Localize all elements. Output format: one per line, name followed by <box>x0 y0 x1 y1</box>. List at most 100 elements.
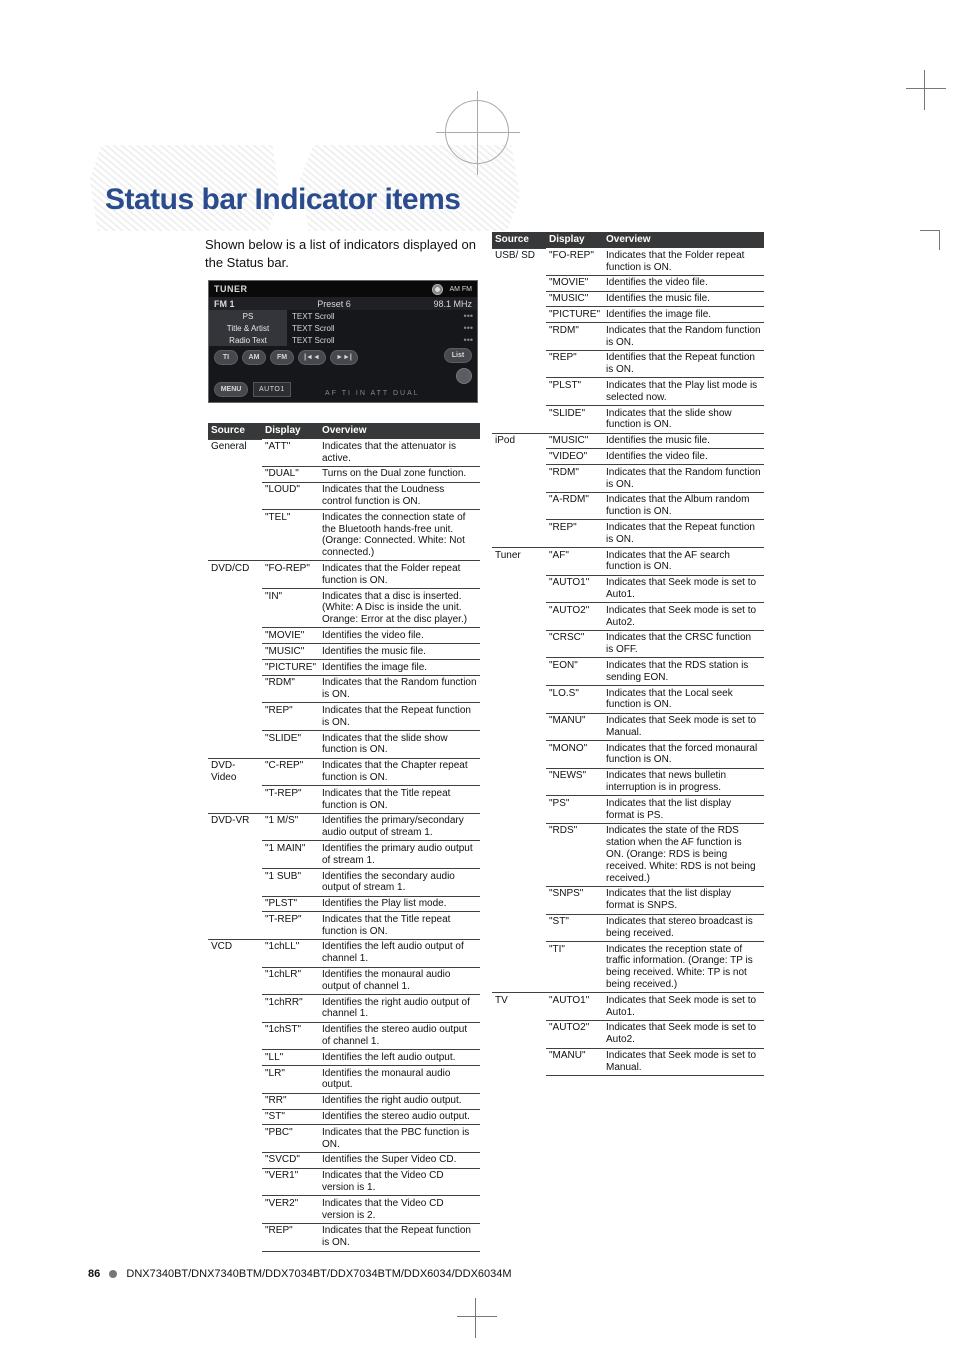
cell-source <box>208 1168 262 1196</box>
cell-overview: Indicates that the Folder repeat functio… <box>603 248 764 275</box>
cell-overview: Indicates that Seek mode is set to Auto1… <box>603 993 764 1021</box>
table-row: "T-REP"Indicates that the Title repeat f… <box>208 786 480 814</box>
table-row: "VER1"Indicates that the Video CD versio… <box>208 1168 480 1196</box>
table-row: "RDS"Indicates the state of the RDS stat… <box>492 823 764 886</box>
col-display: Display <box>262 423 319 439</box>
tuner-row-label: PS <box>209 310 287 322</box>
page-footer: 86 DNX7340BT/DNX7340BTM/DDX7034BT/DDX703… <box>88 1268 512 1280</box>
band-label: FM 1 <box>214 299 235 309</box>
cell-overview: Indicates that a disc is inserted. (Whit… <box>319 589 480 628</box>
tuner-row-label: Radio Text <box>209 334 287 346</box>
table-row: "PICTURE"Identifies the image file. <box>208 660 480 676</box>
cell-source <box>208 786 262 814</box>
tuner-title: TUNER <box>214 284 248 294</box>
cell-display: "RDM" <box>546 323 603 351</box>
prev-button[interactable]: |◄◄ <box>298 350 326 365</box>
table-row: "PBC"Indicates that the PBC function is … <box>208 1125 480 1153</box>
cell-source <box>492 686 546 714</box>
table-row: "1chLR"Identifies the monaural audio out… <box>208 967 480 995</box>
cell-overview: Indicates that the Repeat function is ON… <box>603 520 764 548</box>
cell-source <box>208 1152 262 1168</box>
cell-source <box>208 1093 262 1109</box>
cell-overview: Identifies the music file. <box>603 291 764 307</box>
am-button[interactable]: AM <box>242 350 266 365</box>
cell-display: "PLST" <box>546 378 603 406</box>
tuner-row-text: TEXT Scroll <box>287 322 464 334</box>
cell-overview: Indicates that the Local seek function i… <box>603 686 764 714</box>
cell-display: "AUTO2" <box>546 603 603 631</box>
cell-display: "AF" <box>546 548 603 576</box>
indicator-table-left: Source Display Overview General"ATT"Indi… <box>208 423 480 1252</box>
table-row: "PLST"Indicates that the Play list mode … <box>492 378 764 406</box>
cell-source: iPod <box>492 433 546 449</box>
disc-icon <box>432 284 443 295</box>
cell-overview: Indicates that the list display format i… <box>603 886 764 914</box>
table-row: "LOUD"Indicates that the Loudness contro… <box>208 482 480 510</box>
cell-display: "RDM" <box>262 675 319 703</box>
cell-source <box>492 942 546 993</box>
cell-display: "EON" <box>546 658 603 686</box>
cell-display: "SVCD" <box>262 1152 319 1168</box>
fm-button[interactable]: FM <box>270 350 294 365</box>
cell-source <box>208 896 262 912</box>
table-row: "PICTURE"Identifies the image file. <box>492 307 764 323</box>
cell-overview: Indicates the state of the RDS station w… <box>603 823 764 886</box>
table-row: "MOVIE"Identifies the video file. <box>208 628 480 644</box>
cell-source <box>208 869 262 897</box>
cell-overview: Identifies the primary audio output of s… <box>319 841 480 869</box>
cell-display: "MONO" <box>546 741 603 769</box>
cell-source <box>208 995 262 1023</box>
cell-display: "TEL" <box>262 510 319 561</box>
table-row: "PLST"Identifies the Play list mode. <box>208 896 480 912</box>
col-overview: Overview <box>603 232 764 248</box>
cell-display: "MANU" <box>546 713 603 741</box>
cell-overview: Indicates the connection state of the Bl… <box>319 510 480 561</box>
cell-display: "MOVIE" <box>546 275 603 291</box>
table-row: "1chRR"Identifies the right audio output… <box>208 995 480 1023</box>
ti-button[interactable]: TI <box>214 350 238 365</box>
table-row: "1 MAIN"Identifies the primary audio out… <box>208 841 480 869</box>
next-button[interactable]: ►►| <box>330 350 358 365</box>
cell-source <box>208 841 262 869</box>
cell-source <box>208 1066 262 1094</box>
cell-display: "AUTO2" <box>546 1020 603 1048</box>
cell-overview: Indicates that the Repeat function is ON… <box>319 1223 480 1251</box>
cell-source <box>208 466 262 482</box>
cell-overview: Indicates that the Title repeat function… <box>319 786 480 814</box>
tuner-scroll-rows: PSTEXT Scroll•••Title & ArtistTEXT Scrol… <box>209 310 477 346</box>
tuner-controls: TI AM FM |◄◄ ►►| <box>209 346 477 365</box>
tuner-row-text: TEXT Scroll <box>287 310 464 322</box>
table-row: "MANU"Indicates that Seek mode is set to… <box>492 713 764 741</box>
cell-overview: Indicates that the Album random function… <box>603 492 764 520</box>
table-row: "REP"Indicates that the Repeat function … <box>492 520 764 548</box>
cell-source <box>492 796 546 824</box>
cell-source <box>492 658 546 686</box>
cell-overview: Identifies the video file. <box>319 628 480 644</box>
cell-source <box>208 967 262 995</box>
cell-display: "T-REP" <box>262 912 319 940</box>
cell-display: "SLIDE" <box>262 731 319 759</box>
table-row: "MOVIE"Identifies the video file. <box>492 275 764 291</box>
globe-icon[interactable] <box>456 368 472 384</box>
menu-button[interactable]: MENU <box>214 382 248 397</box>
cell-overview: Indicates that the slide show function i… <box>603 406 764 434</box>
list-button[interactable]: List <box>444 348 472 363</box>
cell-display: "1chLR" <box>262 967 319 995</box>
cell-display: "LR" <box>262 1066 319 1094</box>
table-row: USB/ SD"FO-REP"Indicates that the Folder… <box>492 248 764 275</box>
cell-display: "ATT" <box>262 439 319 466</box>
tuner-row-text: TEXT Scroll <box>287 334 464 346</box>
cell-source <box>208 1223 262 1251</box>
table-row: "TEL"Indicates the connection state of t… <box>208 510 480 561</box>
cell-overview: Identifies the stereo audio output. <box>319 1109 480 1125</box>
cell-display: "PLST" <box>262 896 319 912</box>
cell-overview: Indicates that the Random function is ON… <box>603 465 764 493</box>
cell-overview: Identifies the image file. <box>319 660 480 676</box>
cell-display: "REP" <box>262 703 319 731</box>
cell-display: "SLIDE" <box>546 406 603 434</box>
table-row: "CRSC"Indicates that the CRSC function i… <box>492 630 764 658</box>
cell-overview: Identifies the stereo audio output of ch… <box>319 1022 480 1050</box>
cell-display: "VIDEO" <box>546 449 603 465</box>
model-list: DNX7340BT/DNX7340BTM/DDX7034BT/DDX7034BT… <box>126 1268 511 1280</box>
cell-overview: Indicates that the Loudness control func… <box>319 482 480 510</box>
